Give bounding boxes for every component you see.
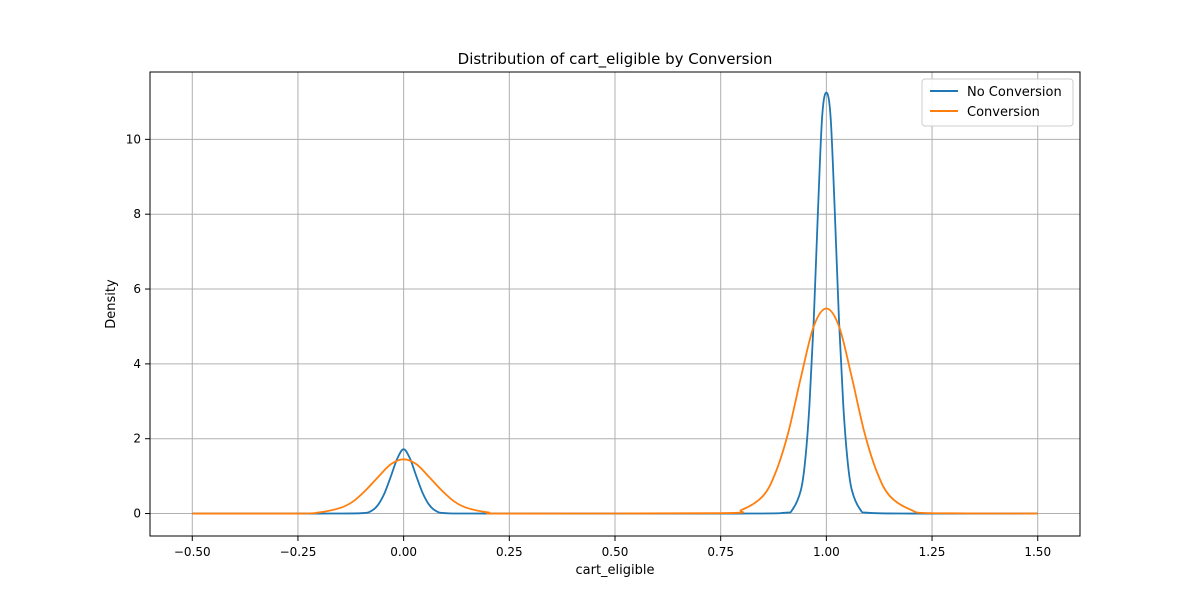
x-tick-label: −0.25: [280, 545, 317, 559]
legend-label-1: Conversion: [967, 105, 1040, 120]
x-axis-label: cart_eligible: [575, 563, 654, 578]
x-axis-ticks: −0.50 −0.25 0.00 0.25 0.50 0.75 1.00 1.25 1.50: [174, 536, 1051, 559]
y-tick-label: 8: [133, 207, 141, 221]
y-tick-label: 0: [133, 507, 141, 521]
x-tick-label: 0.25: [496, 545, 523, 559]
x-tick-label: 0.75: [707, 545, 734, 559]
chart-title: Distribution of cart_eligible by Convers…: [458, 50, 773, 69]
x-tick-label: 1.25: [919, 545, 946, 559]
y-tick-label: 6: [133, 282, 141, 296]
series-line-1: [192, 307, 1038, 515]
grid: [150, 72, 1080, 536]
x-tick-label: 0.50: [602, 545, 629, 559]
legend: No Conversion Conversion: [921, 78, 1074, 127]
y-axis-label: Density: [104, 279, 119, 329]
x-tick-label: 1.50: [1024, 545, 1051, 559]
series-line-0: [192, 91, 1038, 515]
series-lines: [192, 91, 1038, 515]
legend-label-0: No Conversion: [967, 85, 1062, 100]
x-tick-label: −0.50: [174, 545, 211, 559]
x-tick-label: 0.00: [390, 545, 417, 559]
legend-box: [921, 78, 1074, 127]
y-axis-ticks: 0 2 4 6 8 10: [126, 132, 150, 521]
y-tick-label: 10: [126, 132, 141, 146]
y-tick-label: 4: [133, 357, 141, 371]
x-tick-label: 1.00: [813, 545, 840, 559]
y-tick-label: 2: [133, 432, 141, 446]
